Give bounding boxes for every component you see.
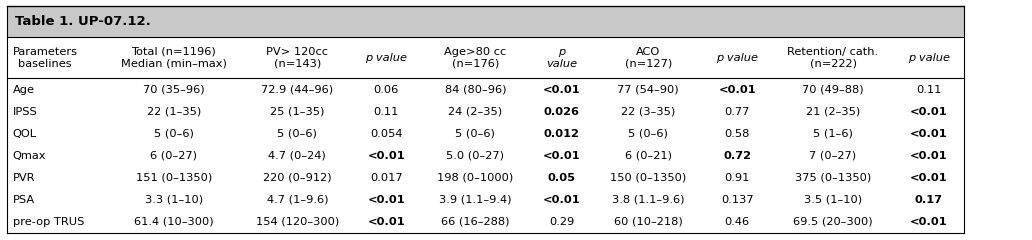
Text: p value: p value [908,53,949,63]
Text: 69.5 (20–300): 69.5 (20–300) [794,217,873,227]
Text: pre-op TRUS: pre-op TRUS [12,217,84,227]
Text: 0.012: 0.012 [544,129,580,139]
Text: 5 (1–6): 5 (1–6) [813,129,852,139]
Text: 0.17: 0.17 [914,195,942,205]
Text: 4.7 (0–24): 4.7 (0–24) [268,151,326,161]
Text: 22 (3–35): 22 (3–35) [621,107,675,117]
Text: QOL: QOL [12,129,37,139]
Text: PVR: PVR [12,173,35,183]
Text: 6 (0–21): 6 (0–21) [624,151,672,161]
Text: Retention/ cath.
(n=222): Retention/ cath. (n=222) [787,47,878,69]
Text: 0.11: 0.11 [916,84,941,95]
Text: 0.054: 0.054 [370,129,402,139]
Text: 24 (2–35): 24 (2–35) [448,107,503,117]
Text: 21 (2–35): 21 (2–35) [806,107,860,117]
Text: 22 (1–35): 22 (1–35) [147,107,201,117]
Text: 5 (0–6): 5 (0–6) [628,129,668,139]
Text: 220 (0–912): 220 (0–912) [263,173,331,183]
Text: Qmax: Qmax [12,151,46,161]
Text: Age: Age [12,84,35,95]
Text: <0.01: <0.01 [910,129,947,139]
Text: <0.01: <0.01 [543,84,581,95]
Text: 3.9 (1.1–9.4): 3.9 (1.1–9.4) [439,195,512,205]
Text: <0.01: <0.01 [910,217,947,227]
Text: 0.06: 0.06 [374,84,399,95]
Text: 61.4 (10–300): 61.4 (10–300) [134,217,214,227]
Text: 66 (16–288): 66 (16–288) [441,217,510,227]
Text: 77 (54–90): 77 (54–90) [617,84,679,95]
Text: 84 (80–96): 84 (80–96) [445,84,506,95]
Text: 5 (0–6): 5 (0–6) [278,129,317,139]
Text: 60 (10–218): 60 (10–218) [614,217,682,227]
Text: <0.01: <0.01 [543,151,581,161]
Text: p value: p value [365,53,408,63]
Text: 0.017: 0.017 [370,173,402,183]
Text: 0.77: 0.77 [724,107,750,117]
Text: IPSS: IPSS [12,107,37,117]
Text: Total (n=1196)
Median (min–max): Total (n=1196) Median (min–max) [121,47,227,69]
Text: <0.01: <0.01 [910,173,947,183]
Text: 4.7 (1–9.6): 4.7 (1–9.6) [266,195,328,205]
Text: 0.46: 0.46 [724,217,750,227]
Text: 0.29: 0.29 [549,217,575,227]
Text: 25 (1–35): 25 (1–35) [270,107,324,117]
Text: Table 1. UP-07.12.: Table 1. UP-07.12. [14,15,151,28]
Text: 0.05: 0.05 [548,173,576,183]
Text: 3.8 (1.1–9.6): 3.8 (1.1–9.6) [612,195,684,205]
Text: 198 (0–1000): 198 (0–1000) [438,173,514,183]
Text: 3.3 (1–10): 3.3 (1–10) [144,195,203,205]
Text: 7 (0–27): 7 (0–27) [809,151,857,161]
Text: <0.01: <0.01 [910,107,947,117]
Text: 0.11: 0.11 [374,107,399,117]
Text: 154 (120–300): 154 (120–300) [256,217,338,227]
Text: p value: p value [716,53,759,63]
Text: <0.01: <0.01 [367,151,406,161]
Text: <0.01: <0.01 [367,195,406,205]
Text: 70 (35–96): 70 (35–96) [143,84,204,95]
Bar [6,37,964,78]
Text: PV> 120cc
(n=143): PV> 120cc (n=143) [266,47,328,69]
Text: Parameters
baselines: Parameters baselines [12,47,77,69]
Text: 3.5 (1–10): 3.5 (1–10) [804,195,862,205]
Text: ACO
(n=127): ACO (n=127) [624,47,672,69]
Text: 0.58: 0.58 [724,129,750,139]
Text: 5.0 (0–27): 5.0 (0–27) [447,151,505,161]
Text: p
value: p value [546,47,577,69]
Text: 0.91: 0.91 [724,173,750,183]
Text: <0.01: <0.01 [543,195,581,205]
Text: 151 (0–1350): 151 (0–1350) [135,173,212,183]
Text: PSA: PSA [12,195,35,205]
Text: 150 (0–1350): 150 (0–1350) [610,173,686,183]
Text: <0.01: <0.01 [910,151,947,161]
Text: 375 (0–1350): 375 (0–1350) [795,173,871,183]
Text: <0.01: <0.01 [718,84,756,95]
Text: 0.026: 0.026 [544,107,580,117]
Bar [6,6,964,37]
Text: 72.9 (44–96): 72.9 (44–96) [261,84,333,95]
Text: 6 (0–27): 6 (0–27) [151,151,197,161]
Text: 5 (0–6): 5 (0–6) [455,129,495,139]
Text: 0.137: 0.137 [721,195,753,205]
Text: Age>80 cc
(n=176): Age>80 cc (n=176) [444,47,507,69]
Text: 5 (0–6): 5 (0–6) [154,129,194,139]
Text: 0.72: 0.72 [723,151,751,161]
Text: 70 (49–88): 70 (49–88) [802,84,864,95]
Text: <0.01: <0.01 [367,217,406,227]
